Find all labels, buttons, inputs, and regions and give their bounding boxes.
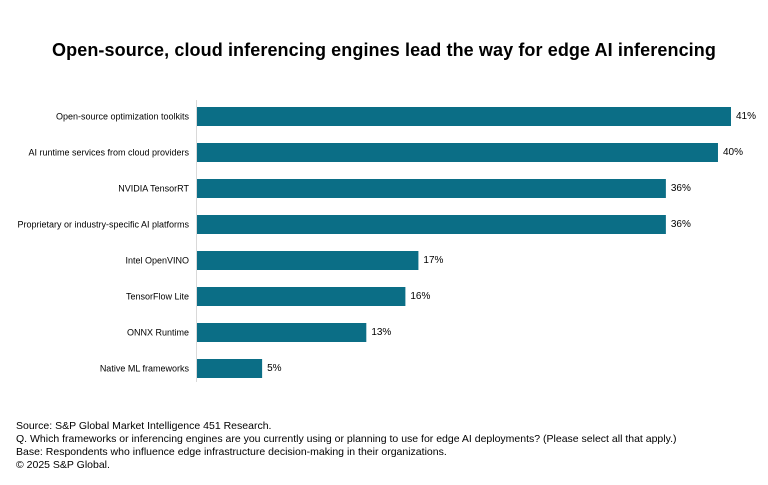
data-label: 36%: [671, 183, 691, 194]
bar-chart: Open-source optimization toolkits 41% AI r…: [17, 100, 756, 382]
bar: [197, 143, 718, 162]
data-label: 41%: [736, 111, 756, 122]
category-label: Proprietary or industry-specific AI plat…: [17, 220, 189, 230]
source-note: Source: S&P Global Market Intelligence 4…: [16, 420, 272, 432]
category-label: AI runtime services from cloud providers: [28, 148, 189, 158]
bar: [197, 359, 263, 378]
base-note: Base: Respondents who influence edge inf…: [16, 446, 447, 458]
data-label: 36%: [671, 219, 691, 230]
bar: [197, 287, 406, 306]
bar: [197, 107, 731, 126]
chart-title: Open-source, cloud inferencing engines l…: [52, 40, 716, 60]
data-label: 13%: [371, 327, 391, 338]
category-label: TensorFlow Lite: [126, 292, 189, 302]
copyright-note: © 2025 S&P Global.: [16, 459, 110, 471]
category-label: NVIDIA TensorRT: [118, 184, 189, 194]
category-label: Intel OpenVINO: [125, 256, 189, 266]
question-note: Q. Which frameworks or inferencing engin…: [16, 433, 677, 445]
bar: [197, 251, 419, 270]
data-label: 40%: [723, 147, 743, 158]
footnotes: Source: S&P Global Market Intelligence 4…: [16, 420, 677, 472]
category-label: Native ML frameworks: [100, 364, 190, 374]
data-label: 16%: [410, 291, 430, 302]
bar: [197, 323, 367, 342]
bar: [197, 179, 666, 198]
data-label: 5%: [267, 363, 282, 374]
category-label: Open-source optimization toolkits: [56, 112, 190, 122]
category-label: ONNX Runtime: [127, 328, 189, 338]
bar: [197, 215, 666, 234]
data-label: 17%: [423, 255, 443, 266]
